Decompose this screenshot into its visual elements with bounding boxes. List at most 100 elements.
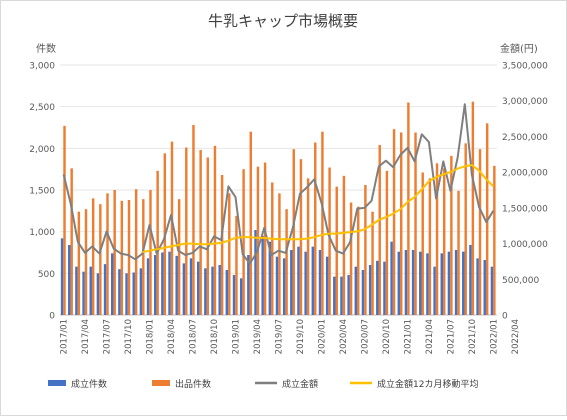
series-line-成立金額 bbox=[62, 103, 495, 265]
bar-成立件数 bbox=[239, 278, 243, 315]
bar-成立件数 bbox=[118, 269, 121, 315]
x-tick-label: 2021/04 bbox=[425, 319, 435, 354]
line-marks bbox=[62, 103, 495, 265]
bar-出品件数 bbox=[435, 163, 439, 315]
legend: 成立件数 出品件数 成立金額 成立金額12カ月移動平均 bbox=[48, 378, 478, 390]
bar-出品件数 bbox=[457, 190, 460, 315]
bar-出品件数 bbox=[378, 145, 381, 315]
right-tick-label: 500,000 bbox=[502, 276, 539, 286]
bar-出品件数 bbox=[471, 101, 475, 316]
x-tick-label: 2019/04 bbox=[253, 319, 263, 354]
bar-成立件数 bbox=[376, 260, 379, 315]
bar-成立件数 bbox=[447, 251, 451, 315]
bar-出品件数 bbox=[185, 147, 188, 315]
bar-成立件数 bbox=[268, 241, 272, 315]
bar-成立件数 bbox=[139, 268, 143, 315]
right-axis-ticks: 0 500,000 1,000,000 1,500,000 2,000,000 2,500… bbox=[502, 62, 548, 322]
x-tick-label: 2019/10 bbox=[296, 319, 306, 354]
legend-label: 成立件数 bbox=[71, 378, 107, 390]
x-tick-label: 2020/10 bbox=[382, 319, 392, 354]
x-tick-label: 2022/04 bbox=[511, 319, 521, 354]
bar-出品件数 bbox=[156, 170, 159, 315]
bar-出品件数 bbox=[99, 204, 102, 315]
x-tick-label: 2022/01 bbox=[489, 319, 499, 354]
bar-成立件数 bbox=[340, 276, 343, 315]
bar-成立件数 bbox=[189, 258, 193, 315]
bar-成立件数 bbox=[232, 275, 236, 315]
bar-成立件数 bbox=[469, 245, 472, 315]
bar-成立件数 bbox=[247, 255, 250, 315]
bar-成立件数 bbox=[361, 270, 365, 315]
bar-出品件数 bbox=[349, 202, 353, 315]
bar-出品件数 bbox=[285, 209, 288, 315]
legend-label: 成立金額 bbox=[282, 378, 318, 390]
bar-出品件数 bbox=[199, 150, 202, 315]
bar-出品件数 bbox=[70, 168, 73, 315]
bar-出品件数 bbox=[113, 190, 116, 315]
bar-成立件数 bbox=[426, 253, 429, 315]
x-tick-label: 2018/01 bbox=[146, 319, 156, 354]
bar-出品件数 bbox=[371, 211, 374, 315]
left-tick-label: 2,000 bbox=[29, 145, 55, 155]
bar-出品件数 bbox=[84, 209, 88, 315]
bar-出品件数 bbox=[170, 141, 174, 315]
bar-成立件数 bbox=[282, 258, 286, 315]
bar-出品件数 bbox=[414, 132, 417, 315]
bar-出品件数 bbox=[77, 211, 81, 315]
right-tick-label: 3,500,000 bbox=[502, 62, 548, 72]
x-tick-label: 2017/04 bbox=[81, 319, 91, 354]
bar-出品件数 bbox=[392, 129, 396, 315]
bar-成立件数 bbox=[82, 271, 85, 315]
bar-出品件数 bbox=[256, 166, 260, 315]
bar-成立件数 bbox=[318, 250, 322, 315]
bar-marks bbox=[60, 101, 496, 316]
x-tick-label: 2019/01 bbox=[232, 319, 242, 354]
bar-成立件数 bbox=[132, 272, 135, 315]
left-tick-label: 0 bbox=[49, 312, 55, 322]
right-tick-label: 0 bbox=[502, 312, 508, 322]
bar-出品件数 bbox=[464, 143, 467, 315]
bar-出品件数 bbox=[134, 189, 138, 315]
bar-成立件数 bbox=[211, 266, 214, 315]
bar-成立件数 bbox=[218, 265, 221, 315]
bar-出品件数 bbox=[364, 185, 367, 315]
chart-title: 牛乳キャップ市場概要 bbox=[208, 12, 358, 30]
bar-成立件数 bbox=[275, 256, 279, 315]
left-tick-label: 1,500 bbox=[29, 187, 55, 197]
bar-出品件数 bbox=[292, 149, 295, 315]
x-tick-label: 2019/07 bbox=[275, 319, 285, 354]
bar-出品件数 bbox=[321, 131, 324, 315]
bar-出品件数 bbox=[206, 157, 210, 315]
bar-成立件数 bbox=[290, 250, 293, 315]
bar-出品件数 bbox=[235, 215, 238, 315]
bar-成立件数 bbox=[311, 246, 315, 315]
bar-成立件数 bbox=[390, 241, 393, 315]
bar-出品件数 bbox=[400, 132, 403, 315]
bar-成立件数 bbox=[347, 275, 350, 315]
bar-出品件数 bbox=[342, 175, 346, 315]
bar-出品件数 bbox=[177, 199, 181, 315]
x-tick-label: 2018/04 bbox=[167, 319, 177, 354]
bar-成立件数 bbox=[483, 260, 486, 315]
left-tick-label: 500 bbox=[38, 270, 55, 280]
legend-label: 成立金額12カ月移動平均 bbox=[377, 378, 478, 390]
bar-成立件数 bbox=[490, 266, 494, 315]
x-tick-label: 2017/01 bbox=[60, 319, 70, 354]
bar-成立件数 bbox=[383, 261, 386, 315]
bar-出品件数 bbox=[106, 193, 109, 315]
left-axis-label: 件数 bbox=[36, 42, 56, 55]
x-tick-label: 2020/01 bbox=[317, 319, 327, 354]
bar-成立件数 bbox=[111, 253, 114, 315]
bar-出品件数 bbox=[271, 182, 274, 315]
left-tick-label: 1,000 bbox=[29, 228, 55, 238]
bar-出品件数 bbox=[192, 125, 195, 315]
left-tick-label: 2,500 bbox=[29, 103, 55, 113]
right-tick-label: 2,500,000 bbox=[502, 133, 548, 143]
bar-成立件数 bbox=[411, 250, 415, 315]
bar-成立件数 bbox=[75, 266, 78, 315]
x-tick-label: 2017/07 bbox=[103, 319, 113, 354]
left-tick-label: 3,000 bbox=[29, 62, 55, 72]
x-axis-ticks: 2017/01 2017/04 2017/07 2017/10 2018/01 2018/… bbox=[60, 319, 521, 354]
bar-成立件数 bbox=[354, 266, 358, 315]
